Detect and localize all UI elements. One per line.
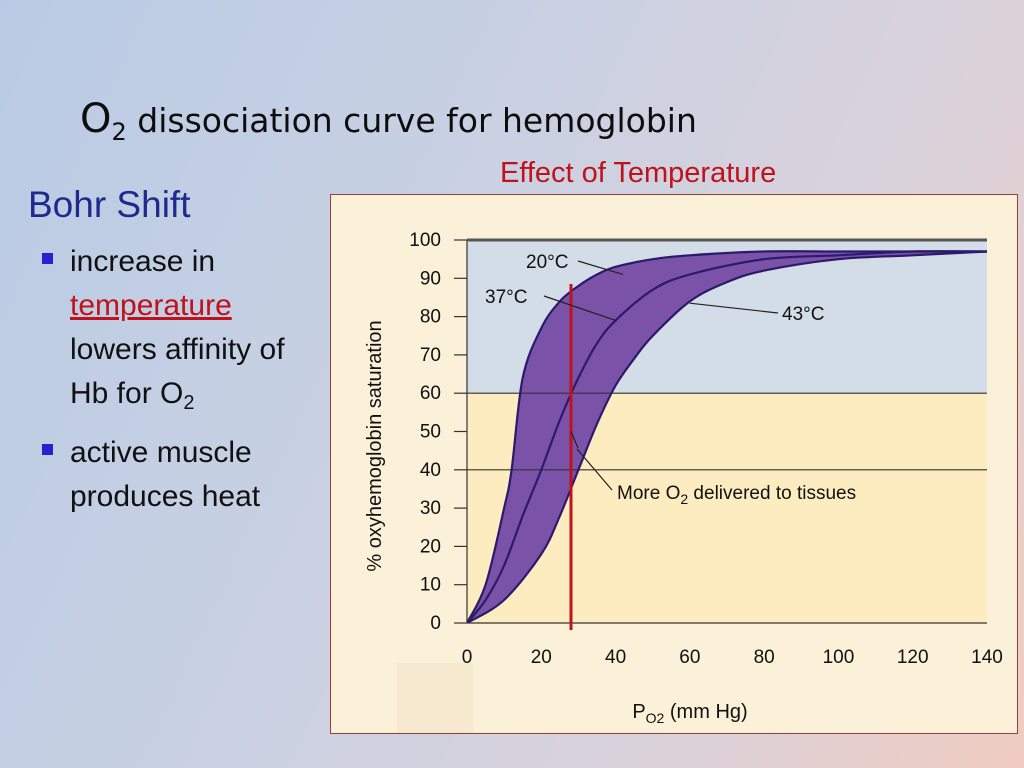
bullet-text-line: increase in	[70, 245, 216, 278]
y-tick-label: 30	[420, 498, 441, 519]
leader-line	[570, 431, 579, 449]
title-o: O	[80, 96, 112, 142]
bullet-text-line: produces heat	[70, 480, 261, 513]
x-tick-label: 120	[897, 647, 929, 668]
y-tick-label: 70	[420, 345, 441, 366]
annotation-rest: delivered to tissues	[688, 483, 856, 504]
x-axis-label-p: P	[632, 701, 645, 723]
x-axis-label-units: (mm Hg)	[664, 701, 747, 723]
bullet-text-line: Hb for O2	[70, 372, 340, 425]
x-tick-label: 40	[605, 647, 626, 668]
chart-subtitle: Effect of Temperature	[500, 157, 777, 189]
leader-line	[689, 302, 779, 314]
x-tick-label: 60	[679, 647, 700, 668]
annotation-main: More O	[617, 483, 680, 504]
curve-line	[467, 250, 987, 623]
bullet-square-icon	[42, 444, 53, 455]
bullet-text-hb: Hb for O	[70, 377, 184, 410]
curve-label-37c: 37°C	[485, 287, 527, 308]
y-tick-label: 90	[420, 268, 441, 289]
y-tick-label: 50	[420, 422, 441, 443]
curve-label-43c: 43°C	[782, 304, 824, 325]
title-subscript: 2	[111, 118, 127, 146]
x-tick-label: 140	[971, 647, 1003, 668]
y-tick-label: 60	[420, 383, 441, 404]
leader-line	[543, 295, 616, 321]
y-tick-label: 20	[420, 536, 441, 557]
decorative-patch	[397, 663, 473, 733]
y-tick-label: 100	[409, 230, 441, 251]
x-tick-label: 80	[754, 647, 775, 668]
y-axis-label: % oxyhemoglobin saturation	[364, 320, 386, 571]
x-tick-label: 20	[531, 647, 552, 668]
bullet-subscript: 2	[183, 392, 195, 414]
x-tick-label: 100	[823, 647, 855, 668]
bullet-item: increase in temperature lowers affinity …	[40, 240, 340, 425]
curve-label-20c: 20°C	[526, 252, 568, 273]
annotation-subscript: 2	[680, 491, 688, 507]
x-axis-label-subscript: O2	[646, 710, 665, 726]
x-tick-label: 0	[462, 647, 473, 668]
bullet-item: active muscle produces heat	[40, 431, 340, 519]
x-axis-label: PO2 (mm Hg)	[632, 701, 747, 726]
annotation-more-o2: More O2 delivered to tissues	[617, 483, 856, 507]
bullet-square-icon	[42, 253, 53, 264]
leader-line	[577, 260, 624, 276]
curve-line	[467, 250, 987, 623]
y-tick-label: 0	[430, 613, 441, 634]
slide-title: O2 dissociation curve for hemoglobin	[80, 96, 697, 146]
y-tick-label: 80	[420, 307, 441, 328]
bullet-text-line: active muscle	[70, 436, 252, 469]
curve-line	[467, 250, 987, 623]
title-rest: dissociation curve for hemoglobin	[126, 101, 697, 140]
y-tick-label: 10	[420, 575, 441, 596]
section-heading: Bohr Shift	[28, 184, 191, 225]
leader-line	[576, 448, 613, 491]
bullet-highlight-temperature: temperature	[70, 289, 232, 322]
bullet-list: increase in temperature lowers affinity …	[40, 240, 340, 525]
y-tick-label: 40	[420, 460, 441, 481]
bullet-text-line: lowers affinity of	[70, 333, 285, 366]
